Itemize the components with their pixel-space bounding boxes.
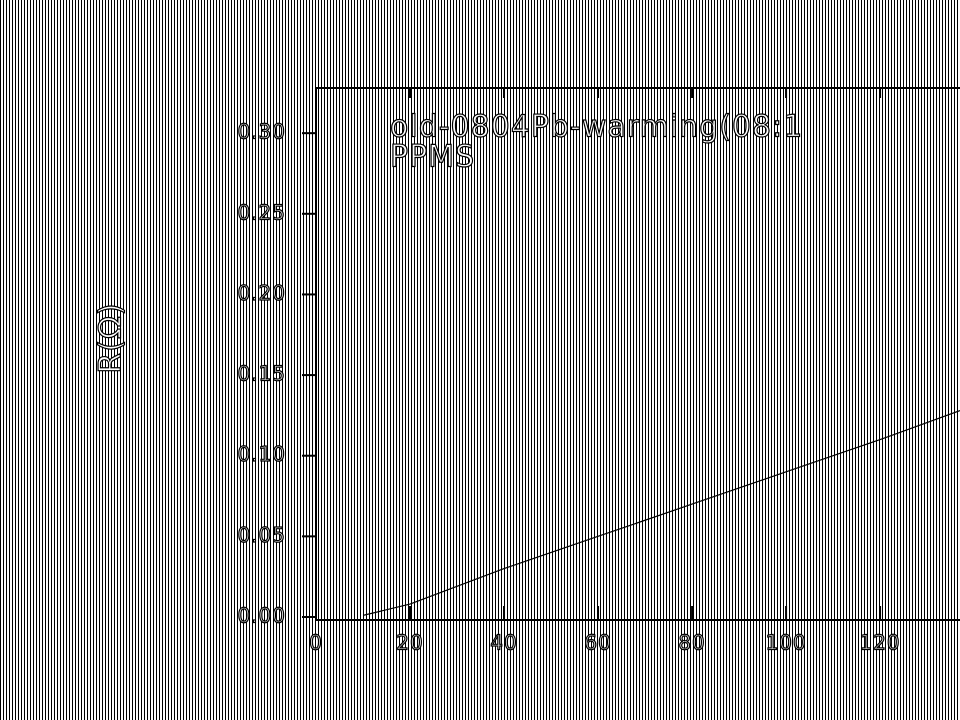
- x-tick-label: 80: [678, 631, 705, 655]
- x-tick-label: 60: [584, 631, 611, 655]
- x-tick-label: 0: [309, 631, 323, 655]
- y-tick-label: 0.15: [237, 362, 286, 386]
- y-tick-label: 0.25: [237, 200, 286, 224]
- y-tick-label: 0.30: [237, 120, 286, 144]
- y-axis-label: R(Ω): [94, 302, 129, 373]
- x-tick-label: 120: [859, 631, 900, 655]
- y-tick-label: 0.20: [237, 281, 286, 305]
- chart-title: old-0804Pb-warming(08:1: [390, 110, 803, 145]
- y-tick-label: 0.00: [237, 604, 286, 628]
- x-tick-label: 20: [396, 631, 423, 655]
- data-line: [362, 409, 960, 616]
- y-tick-label: 0.05: [237, 523, 286, 547]
- x-tick-label: 100: [765, 631, 806, 655]
- chart-subtitle: PPMS: [390, 140, 475, 175]
- x-tick-label: 40: [490, 631, 517, 655]
- y-tick-label: 0.10: [237, 442, 286, 466]
